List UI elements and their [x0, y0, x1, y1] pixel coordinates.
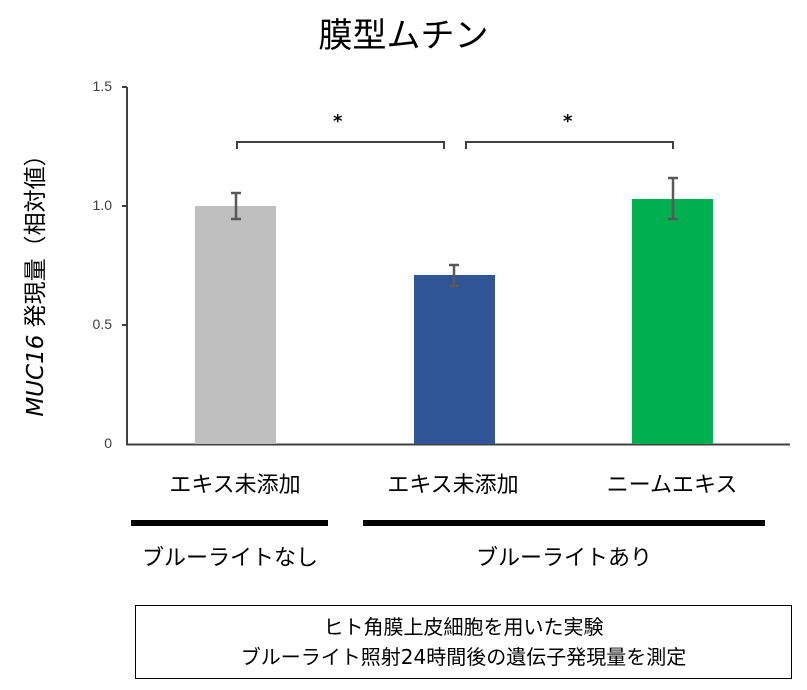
significance-brackets: [236, 141, 674, 149]
note-line-2: ブルーライト照射24時間後の遺伝子発現量を測定: [240, 645, 687, 669]
bar-neem: [632, 199, 713, 444]
plot-area: [122, 86, 790, 446]
group-line-no-bluelight: [131, 520, 328, 526]
y-tick-0: 0: [104, 435, 112, 451]
y-axis: [122, 86, 128, 445]
error-bars: [231, 176, 678, 288]
bar-control: [195, 206, 276, 444]
significance-marker-1: *: [333, 111, 343, 132]
significance-marker-2: *: [563, 111, 573, 132]
y-tick-1.5: 1.5: [92, 78, 112, 94]
y-tick-1.0: 1.0: [92, 197, 112, 213]
y-tick-0.5: 0.5: [92, 316, 112, 332]
category-label-1: エキス未添加: [169, 473, 301, 498]
note-line-1: ヒト角膜上皮細胞を用いた実験: [323, 615, 604, 639]
group-label-no-bluelight: ブルーライトなし: [141, 546, 318, 571]
group-line-bluelight: [363, 520, 765, 526]
group-label-bluelight: ブルーライトあり: [475, 546, 652, 571]
experiment-note-box: ヒト角膜上皮細胞を用いた実験 ブルーライト照射24時間後の遺伝子発現量を測定: [135, 605, 792, 679]
bar-bluelight: [414, 275, 495, 444]
category-label-2: エキス未添加: [387, 473, 519, 498]
category-label-3: ニームエキス: [606, 473, 738, 498]
chart-title: 膜型ムチン: [318, 16, 489, 56]
